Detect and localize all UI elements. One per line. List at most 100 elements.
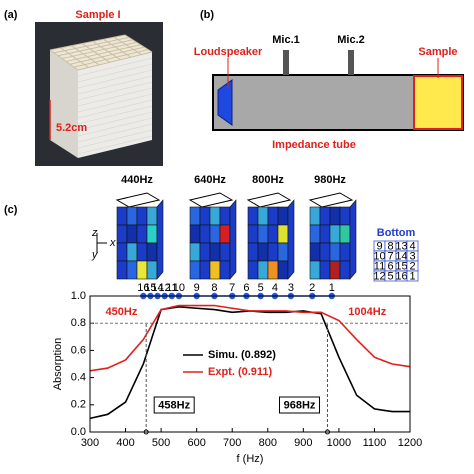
map-cell [309, 260, 321, 280]
cube-grid [49, 34, 153, 155]
grid [103, 38, 132, 58]
panel-label: (b) [200, 9, 214, 21]
grid [61, 41, 137, 60]
grid [49, 34, 126, 51]
grid [53, 36, 129, 54]
mode-label: 11 [166, 282, 177, 294]
annotation: 450Hz [106, 306, 138, 318]
cube-top [50, 35, 152, 70]
grid [71, 45, 100, 66]
map-cell [146, 260, 158, 280]
map-cell [309, 224, 321, 244]
map-cell [126, 224, 138, 244]
cube-side [50, 50, 78, 158]
mode-label: 3 [288, 282, 294, 294]
map-cell [257, 224, 269, 244]
table-text: 9 [376, 240, 382, 252]
map-cell [199, 260, 211, 280]
map-top [115, 192, 161, 208]
legend-label: Expt. (0.911) [208, 366, 273, 378]
sample-label: Sample I [75, 9, 120, 21]
table-text: 15 [395, 260, 407, 272]
table-text: 4 [409, 240, 415, 252]
map-cell [277, 260, 289, 280]
map-cell [267, 260, 279, 280]
annotation: 1004Hz [348, 306, 386, 318]
mic-label: Mic.1 [272, 34, 300, 46]
layer [77, 63, 153, 83]
map-cell [277, 224, 289, 244]
mic [348, 50, 354, 75]
table-text: 13 [395, 240, 407, 252]
x-tick-label: 400 [116, 437, 134, 449]
table-text: 14 [395, 250, 407, 262]
mic-label: Mic.2 [337, 34, 365, 46]
layer [77, 69, 153, 89]
sample-name: Sample [418, 46, 457, 58]
annotation-box [279, 396, 321, 414]
y-tick-label: 0.6 [71, 344, 86, 356]
map-cell [209, 260, 221, 280]
x-tick-label: 1200 [398, 437, 422, 449]
map-cell [247, 224, 259, 244]
x-tick-label: 800 [259, 437, 277, 449]
mode-label: 4 [272, 282, 278, 294]
map-side [156, 199, 164, 280]
panel-label: (c) [4, 204, 18, 216]
axis-name: x [109, 237, 116, 249]
x-tick-label: 300 [81, 437, 99, 449]
table-text: 16 [395, 270, 407, 282]
tube-label: Impedance tube [272, 139, 356, 151]
x-tick-label: 700 [223, 437, 241, 449]
map-cell [339, 260, 351, 280]
map-cell [189, 206, 201, 226]
map-cell [277, 242, 289, 262]
x-tick-label: 1000 [327, 437, 351, 449]
layer [77, 75, 153, 95]
grid [60, 47, 89, 68]
map-label: 440Hz [121, 174, 153, 186]
mode-label: 14 [151, 282, 163, 294]
map-cell [146, 206, 158, 226]
layer [77, 123, 153, 143]
map-cell [189, 224, 201, 244]
map-cell [339, 206, 351, 226]
annotation: 968Hz [284, 399, 316, 411]
table-text: 3 [409, 250, 415, 262]
map-cell [209, 224, 221, 244]
grid [92, 41, 121, 61]
cube-front [78, 52, 152, 158]
y-tick-label: 0.0 [71, 426, 86, 438]
map-cell [136, 206, 148, 226]
grid [114, 36, 142, 55]
layer [77, 135, 153, 155]
map-cell [126, 242, 138, 262]
layer [77, 111, 153, 131]
map-cell [116, 224, 128, 244]
table-text: 2 [409, 260, 415, 272]
map-cell [319, 242, 331, 262]
mode-label: 6 [243, 282, 249, 294]
table-text: 1 [409, 270, 415, 282]
map-cell [199, 206, 211, 226]
mode-label: 1 [329, 282, 335, 294]
y-tick-label: 0.8 [71, 317, 86, 329]
map-top [308, 192, 354, 208]
grid [49, 49, 79, 71]
map-cell [116, 260, 128, 280]
mic [283, 50, 289, 75]
mode-label: 2 [309, 282, 315, 294]
legend-label: Simu. (0.892) [208, 349, 276, 361]
map-cell [339, 224, 351, 244]
table-text: 12 [373, 270, 385, 282]
mode-label: 5 [258, 282, 264, 294]
x-tick-label: 500 [152, 437, 170, 449]
table-text: 10 [373, 250, 385, 262]
map-cell [329, 242, 341, 262]
mode-label: 10 [173, 282, 185, 294]
map-cell [116, 206, 128, 226]
mode-label: 16 [137, 282, 149, 294]
map-label: 800Hz [252, 174, 284, 186]
axis-name: y [91, 249, 99, 261]
y-tick-label: 0.2 [71, 399, 86, 411]
